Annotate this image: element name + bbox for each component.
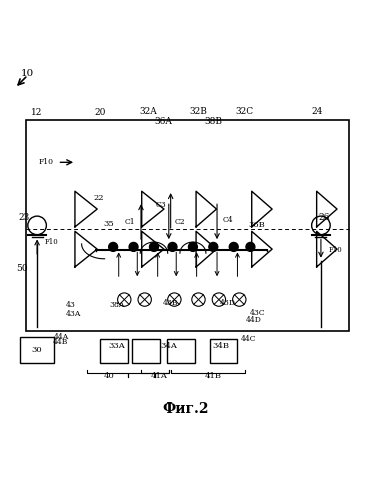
Text: F10: F10: [45, 238, 58, 246]
Text: 33A: 33A: [108, 342, 125, 350]
Text: 34A: 34A: [160, 342, 177, 350]
Text: 10: 10: [20, 69, 34, 78]
Text: 24: 24: [312, 107, 323, 116]
Circle shape: [188, 243, 197, 251]
Text: 44B: 44B: [53, 338, 69, 346]
Text: 22: 22: [93, 194, 104, 202]
Bar: [26, 120, 349, 331]
Text: 20: 20: [95, 108, 106, 117]
Text: 40: 40: [104, 372, 115, 380]
Circle shape: [129, 243, 138, 251]
Text: 44D: 44D: [246, 316, 262, 324]
Text: Фиг.2: Фиг.2: [162, 402, 209, 416]
Bar: [100, 338, 128, 363]
Text: 12: 12: [32, 108, 43, 117]
Text: C3: C3: [155, 201, 166, 209]
Circle shape: [150, 243, 158, 251]
Text: 26: 26: [319, 214, 330, 223]
Text: 50: 50: [16, 263, 27, 272]
Text: 34B: 34B: [212, 342, 229, 350]
Circle shape: [168, 243, 177, 251]
Circle shape: [229, 243, 238, 251]
Text: 23: 23: [19, 214, 30, 223]
Text: C2: C2: [174, 218, 185, 226]
Circle shape: [109, 243, 118, 251]
Text: 43A: 43A: [66, 310, 81, 318]
Text: 32C: 32C: [236, 107, 254, 116]
Text: 36A: 36A: [154, 117, 172, 126]
Text: 43: 43: [66, 301, 76, 309]
Text: C1: C1: [125, 218, 135, 226]
Text: 38A: 38A: [109, 301, 125, 309]
Text: 36B: 36B: [249, 222, 265, 230]
Bar: [132, 338, 160, 363]
Text: 43C: 43C: [250, 308, 266, 316]
Bar: [20, 337, 54, 363]
Bar: [167, 338, 195, 363]
Text: 38B: 38B: [204, 117, 222, 126]
Text: F10: F10: [328, 246, 342, 253]
Text: 41B: 41B: [205, 372, 222, 380]
Text: 35: 35: [104, 220, 114, 228]
Text: 43D: 43D: [220, 299, 236, 307]
Circle shape: [209, 243, 218, 251]
Text: C4: C4: [223, 216, 233, 224]
Text: 44A: 44A: [53, 333, 69, 341]
Text: 30: 30: [32, 346, 42, 354]
Text: F10: F10: [39, 158, 54, 166]
Text: 43B: 43B: [163, 299, 178, 307]
Circle shape: [246, 243, 255, 251]
Bar: [210, 338, 237, 363]
Text: 32A: 32A: [139, 107, 157, 116]
Text: 44C: 44C: [241, 334, 256, 342]
Text: 32B: 32B: [190, 107, 207, 116]
Text: 41A: 41A: [151, 372, 168, 380]
